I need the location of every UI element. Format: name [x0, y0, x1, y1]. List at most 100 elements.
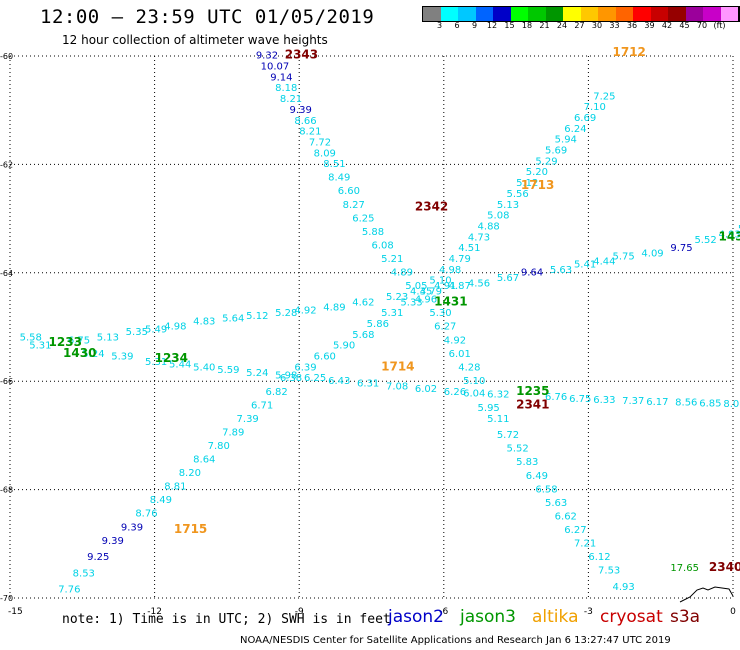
pass-time-label: 2342	[415, 199, 448, 213]
pass-time-label: 17.65	[670, 563, 699, 574]
wave-height-label: 7.08	[386, 381, 408, 392]
pass-time-label: 2340	[709, 560, 740, 574]
wave-height-label: 8.21	[280, 94, 302, 105]
wave-height-label: 6.02	[415, 384, 437, 395]
wave-height-label: 8.49	[150, 495, 172, 506]
wave-height-label: 7.53	[598, 566, 620, 577]
wave-height-label: 4.62	[352, 297, 374, 308]
wave-height-label: 8.21	[299, 127, 321, 138]
color-scale-labels: 3 6 9 12 15 18 21 24 27 30 33 36 39 42 45 70 (ft)	[422, 21, 740, 33]
wave-height-label: 5.20	[526, 167, 548, 178]
scale-tick-label: 33	[609, 21, 620, 30]
wave-height-label: 7.72	[309, 137, 331, 148]
color-swatch	[633, 7, 651, 21]
wave-height-label: 5.24	[82, 349, 104, 360]
wave-height-label: 8.18	[275, 83, 297, 94]
color-swatch	[580, 7, 598, 21]
wave-height-label: 5.39	[111, 352, 133, 363]
wave-height-label: 4.98	[164, 322, 186, 333]
wave-height-label: 4.91	[434, 281, 456, 292]
color-swatch	[598, 7, 616, 21]
wave-height-label: 10.07	[261, 62, 290, 73]
wave-height-label: 6.25	[352, 213, 374, 224]
legend-item-s3a: s3a	[670, 607, 701, 627]
wave-height-label: 9.39	[102, 536, 124, 547]
pass-time-label: 2343	[285, 48, 318, 62]
wave-height-label: 9.14	[270, 72, 292, 83]
wave-height-label: 4.51	[458, 243, 480, 254]
scale-tick-label: 30	[591, 21, 603, 30]
note-text: note: 1) Time is in UTC; 2) SWH is in fe…	[62, 612, 391, 627]
color-swatch	[563, 7, 581, 21]
pass-time-label: 1713	[521, 178, 554, 192]
wave-height-label: 6.26	[444, 387, 466, 398]
wave-height-label: 7.25	[593, 91, 615, 102]
wave-height-label: 7.89	[222, 427, 244, 438]
wave-height-label: 9.39	[121, 522, 143, 533]
lon-tick-label: 0	[730, 607, 736, 617]
wave-height-label: 7.76	[58, 585, 80, 596]
wave-height-label: 6.76	[545, 392, 567, 403]
scale-tick-label: 9	[471, 21, 478, 30]
scale-tick-label: 36	[626, 21, 638, 30]
lat-tick-label: -60	[0, 52, 13, 61]
wave-height-label: 5.10	[429, 276, 451, 287]
lat-tick-label: -68	[0, 486, 13, 495]
wave-height-label: 6.38	[280, 373, 302, 384]
wave-height-label: 6.43	[328, 376, 350, 387]
wave-height-label: 6.17	[646, 397, 668, 408]
wave-height-label: 5.59	[217, 365, 239, 376]
wave-height-label: 6.31	[357, 379, 379, 390]
scale-tick-label: 12	[486, 21, 498, 30]
color-swatch	[458, 7, 476, 21]
wave-height-label: 5.33	[400, 297, 422, 308]
wave-height-label: 6.71	[251, 400, 273, 411]
color-swatch	[650, 7, 668, 21]
pass-time-label: 1715	[174, 522, 207, 536]
wave-height-label: 5.41	[574, 259, 596, 270]
lat-tick-label: -70	[0, 594, 13, 603]
pass-time-label: 1714	[381, 359, 414, 373]
wave-height-label: 4.56	[468, 278, 490, 289]
color-swatch	[423, 7, 441, 21]
wave-height-label: 8.76	[135, 509, 157, 520]
color-scale-bar	[422, 6, 740, 22]
wave-height-label: 6.60	[314, 352, 336, 363]
lon-tick-label: -9	[295, 607, 304, 617]
pass-time-label: 1233	[49, 335, 82, 349]
pass-time-label: 1235	[516, 384, 549, 398]
page-subtitle: 12 hour collection of altimeter wave hei…	[62, 33, 328, 47]
wave-height-label: 4.92	[444, 335, 466, 346]
wave-height-label: 9.32	[256, 51, 278, 62]
wave-height-label: 6.33	[593, 395, 615, 406]
scale-tick-label: 15	[504, 21, 515, 30]
wave-height-label: 5.31	[29, 341, 51, 352]
footer-credit: NOAA/NESDIS Center for Satellite Applica…	[240, 635, 671, 646]
wave-height-label: 5.23	[386, 292, 408, 303]
wave-height-label: 5.95	[478, 403, 500, 414]
pass-time-label: 1234	[155, 351, 188, 365]
wave-height-label: 8.66	[294, 116, 316, 127]
wave-height-label: 6.25	[304, 373, 326, 384]
lon-tick-label: -15	[8, 607, 23, 617]
wave-height-label: 5.68	[352, 330, 374, 341]
legend-item-jason2: jason2	[388, 607, 444, 627]
pass-time-label: 2341	[516, 397, 549, 411]
legend-item-cryosat: cryosat	[600, 607, 663, 627]
scale-tick-label: 18	[521, 21, 533, 30]
wave-height-label: 8.51	[323, 159, 345, 170]
lat-tick-label: -64	[0, 269, 13, 278]
wave-height-label: 5.52	[506, 444, 528, 455]
legend-item-altika: altika	[532, 607, 579, 627]
wave-height-label: 5.30	[429, 308, 451, 319]
scale-tick-label: 27	[574, 21, 585, 30]
wave-height-label: 5.24	[246, 368, 268, 379]
wave-height-label: 6.39	[294, 362, 316, 373]
wave-height-label: 8.64	[193, 455, 215, 466]
wave-height-label: 5.21	[381, 254, 403, 265]
scale-tick-label: 21	[539, 21, 550, 30]
lon-tick-label: -6	[439, 607, 448, 617]
wave-height-label: 4.89	[323, 303, 345, 314]
wave-height-label: 9.75	[670, 243, 692, 254]
